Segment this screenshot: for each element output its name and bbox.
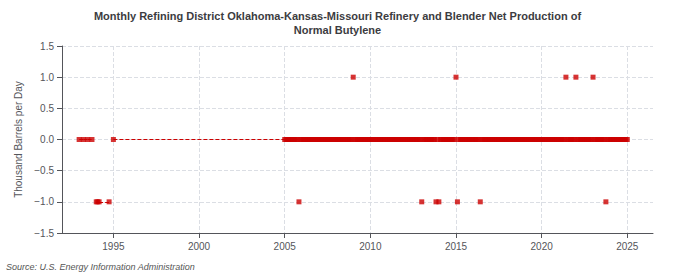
svg-text:Normal Butylene: Normal Butylene	[294, 24, 381, 36]
svg-text:Thousand Barrels per Day: Thousand Barrels per Day	[13, 81, 24, 198]
svg-text:2005: 2005	[274, 241, 297, 252]
svg-text:0.0: 0.0	[40, 134, 54, 145]
svg-text:−1.0: −1.0	[34, 196, 54, 207]
svg-text:Monthly Refining District Okla: Monthly Refining District Oklahoma-Kansa…	[94, 10, 581, 22]
svg-text:−1.5: −1.5	[34, 228, 54, 239]
svg-text:1995: 1995	[102, 241, 125, 252]
svg-text:1.0: 1.0	[40, 72, 54, 83]
svg-text:0.5: 0.5	[40, 103, 54, 114]
svg-text:2025: 2025	[616, 241, 639, 252]
svg-text:Source: U.S. Energy Informatio: Source: U.S. Energy Information Administ…	[6, 262, 195, 272]
svg-text:2010: 2010	[359, 241, 382, 252]
svg-text:2020: 2020	[531, 241, 554, 252]
svg-text:2000: 2000	[188, 241, 211, 252]
svg-text:1.5: 1.5	[40, 41, 54, 52]
svg-text:2015: 2015	[445, 241, 468, 252]
svg-text:−0.5: −0.5	[34, 165, 54, 176]
